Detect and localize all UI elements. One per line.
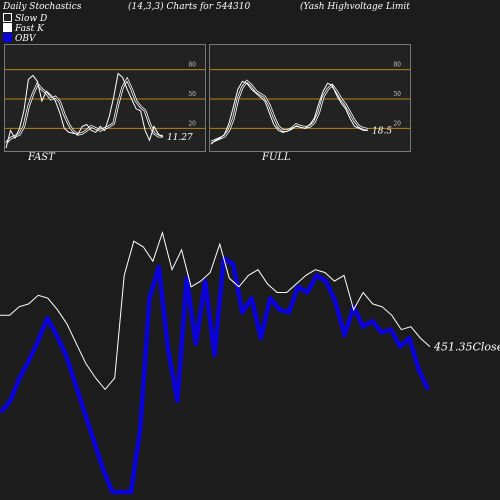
- obv-swatch: [3, 33, 12, 42]
- fast-slow-d-line: [5, 78, 163, 144]
- slow-d-swatch: [3, 13, 12, 22]
- legend-fast-k-label: Fast K: [15, 24, 44, 34]
- fast-panel-label: FAST: [28, 152, 55, 163]
- chart-title: Daily Stochastics: [3, 2, 82, 12]
- fast-frame: [4, 44, 206, 152]
- fast-tick-label-20: 20: [188, 120, 196, 127]
- legend-obv-label: OBV: [15, 34, 36, 44]
- full-frame: [209, 44, 411, 152]
- fast-stochastic-panel: 20 50 80 11.27: [4, 44, 206, 152]
- fast-fast-k-line: [5, 72, 164, 149]
- fast-last-value-label: 11.27: [167, 133, 193, 143]
- full-panel-label: FULL: [262, 152, 291, 163]
- company-name: (Yash Highvoltage Limit: [300, 2, 410, 12]
- legend-slow-d-label: Slow D: [15, 14, 48, 24]
- full-fast-k-line: [210, 80, 368, 145]
- close-last-value-label: 451.35Close: [433, 341, 500, 354]
- obv-line: [0, 256, 431, 495]
- price-obv-chart: 451.35Close: [0, 230, 500, 495]
- full-last-value-label: 18.5: [372, 126, 392, 136]
- full-stochastic-panel: 20 50 80 18.5: [209, 44, 411, 152]
- full-tick-label-20: 20: [393, 120, 401, 127]
- fast-tick-label-50: 50: [188, 91, 196, 98]
- close-price-line: [0, 230, 431, 391]
- legend-obv: OBV: [3, 33, 36, 44]
- fast-k-swatch: [3, 23, 12, 32]
- fast-tick-label-80: 80: [188, 62, 196, 69]
- legend-fast-k: Fast K: [3, 23, 44, 34]
- full-tick-label-50: 50: [393, 91, 401, 98]
- full-tick-label-80: 80: [393, 62, 401, 69]
- legend-slow-d: Slow D: [3, 13, 47, 24]
- chart-params: (14,3,3) Charts for 544310: [128, 2, 251, 12]
